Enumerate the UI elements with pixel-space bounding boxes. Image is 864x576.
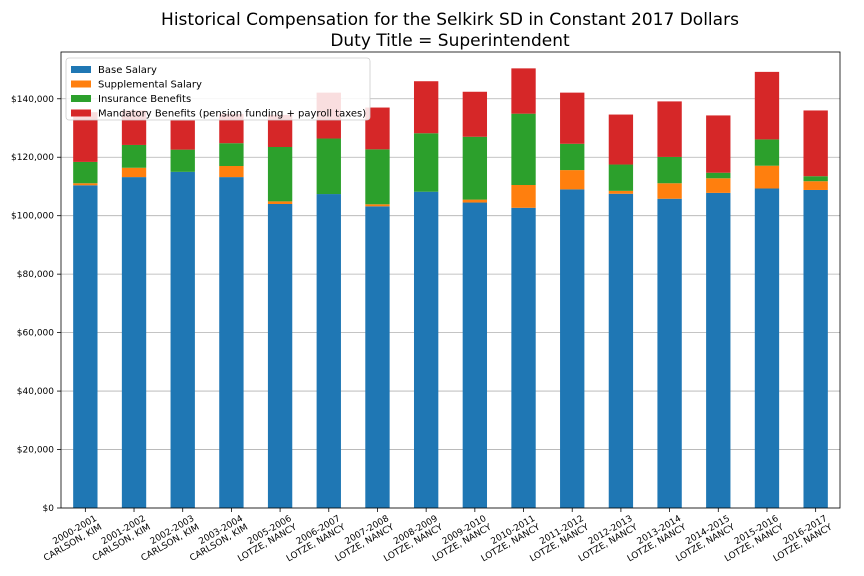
bar-segment-insurance: [219, 143, 244, 166]
y-tick-label: $140,000: [11, 95, 54, 105]
legend-swatch: [71, 109, 91, 117]
axes: [60, 51, 841, 509]
bar-segment-supplemental: [121, 167, 147, 178]
bar-segment-insurance: [608, 164, 634, 191]
plot-frame: [60, 51, 841, 509]
bar-segment-insurance: [267, 147, 293, 202]
bar-segment-base: [73, 185, 98, 509]
bar-segment-insurance: [365, 149, 390, 205]
legend: Base Salary Supplemental Salary Insurance …: [65, 57, 371, 121]
bar-segment-supplemental: [754, 165, 780, 189]
bar-segment-mandatory: [170, 120, 195, 150]
legend-label: Base Salary: [98, 65, 157, 76]
bar-segment-base: [316, 194, 341, 509]
bar-segment-mandatory: [706, 115, 731, 173]
bar-segment-insurance: [121, 144, 147, 168]
bar-segment-supplemental: [267, 201, 293, 204]
legend-label: Mandatory Benefits (pension funding + pa…: [98, 109, 366, 120]
bar-segment-insurance: [316, 138, 341, 195]
bar-segment-insurance: [413, 133, 439, 192]
bar-segment-supplemental: [706, 178, 731, 193]
bar-segment-mandatory: [73, 112, 98, 162]
bar-segment-base: [608, 193, 634, 508]
y-tick-label: $80,000: [17, 270, 54, 280]
bar-segment-base: [803, 189, 828, 508]
bar-segment-supplemental: [608, 190, 634, 194]
bar-segment-mandatory: [657, 101, 682, 157]
y-tick-label: $120,000: [11, 153, 54, 163]
bar-segment-supplemental: [511, 185, 536, 208]
bars: [73, 68, 828, 509]
bar-segment-insurance: [170, 149, 195, 172]
bar-segment-mandatory: [462, 91, 488, 137]
chart-subtitle: Duty Title = Superintendent: [330, 31, 570, 51]
legend-label: Supplemental Salary: [98, 80, 202, 91]
bar-segment-mandatory: [560, 92, 585, 144]
y-tick-label: $20,000: [17, 446, 54, 456]
bar-segment-supplemental: [365, 204, 390, 207]
bar-segment-base: [462, 202, 488, 509]
bar-segment-base: [365, 206, 390, 509]
bar-segment-base: [170, 171, 195, 508]
bar-segment-base: [754, 188, 780, 508]
bar-segment-base: [219, 177, 244, 508]
bar-segment-base: [511, 207, 536, 509]
legend-swatch: [71, 66, 91, 73]
bar-segment-supplemental: [73, 183, 98, 186]
legend-label: Insurance Benefits: [98, 94, 191, 105]
bar-segment-insurance: [803, 176, 828, 182]
bar-segment-supplemental: [803, 181, 828, 190]
bar-segment-supplemental: [657, 183, 682, 199]
y-tick-label: $40,000: [17, 387, 54, 397]
bar-segment-base: [121, 177, 147, 508]
bar-segment-mandatory: [754, 71, 780, 140]
chart-title: Historical Compensation for the Selkirk …: [161, 10, 739, 30]
bar-segment-supplemental: [219, 166, 244, 178]
legend-swatch: [71, 80, 91, 88]
bar-segment-base: [657, 198, 682, 508]
bar-segment-insurance: [754, 139, 780, 166]
bar-segment-mandatory: [608, 114, 634, 165]
legend-box: [65, 57, 371, 121]
bar-segment-base: [413, 191, 439, 508]
bar-segment-mandatory: [803, 110, 828, 177]
bar-segment-insurance: [462, 136, 488, 200]
bar-segment-insurance: [511, 113, 536, 185]
bar-segment-base: [267, 204, 293, 508]
y-tick-label: $60,000: [17, 329, 54, 339]
bar-segment-insurance: [706, 172, 731, 179]
legend-swatch: [71, 95, 91, 102]
bar-segment-insurance: [560, 143, 585, 171]
bar-segment-insurance: [657, 156, 682, 184]
y-tick-label: $0: [43, 504, 55, 514]
y-axis-ticks: $0 $20,000 $40,000 $60,000 $80,000 $100,000 $1…: [11, 95, 61, 514]
bar-segment-base: [560, 189, 585, 508]
bar-segment-mandatory: [413, 81, 439, 134]
y-tick-label: $100,000: [11, 212, 54, 222]
bar-segment-base: [706, 192, 731, 508]
bar-segment-supplemental: [462, 199, 488, 203]
bar-segment-insurance: [73, 161, 98, 184]
bar-segment-mandatory: [511, 68, 536, 114]
bar-segment-supplemental: [560, 170, 585, 190]
